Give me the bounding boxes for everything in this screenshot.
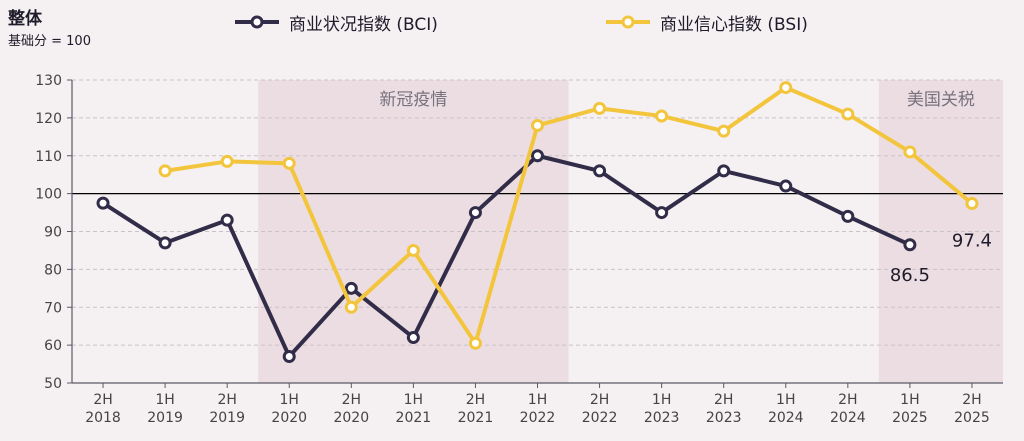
chart-title: 整体	[8, 9, 42, 29]
x-tick-label: 2018	[85, 410, 121, 426]
shaded-region-label: 美国关税	[907, 90, 975, 110]
x-tick-label: 1H	[404, 392, 423, 408]
data-point-bci	[841, 209, 855, 223]
y-tick-label: 70	[44, 300, 62, 316]
data-point-bci	[468, 206, 482, 220]
legend-label-bci: 商业状况指数 (BCI)	[289, 14, 438, 35]
legend-marker-bci	[235, 15, 279, 29]
x-tick-label: 1H	[280, 392, 299, 408]
data-point-bci	[531, 149, 544, 163]
data-point-bsi	[841, 107, 855, 121]
x-tick-label: 2024	[768, 410, 804, 426]
data-point-bci	[593, 164, 607, 178]
data-point-bsi	[531, 118, 544, 132]
y-tick-label: 120	[35, 111, 62, 127]
data-point-bsi	[593, 101, 607, 115]
x-tick-label: 2025	[954, 410, 990, 426]
x-tick-label: 1H	[776, 392, 795, 408]
data-point-bci	[96, 196, 110, 210]
data-point-bci	[282, 349, 296, 363]
data-point-bsi	[965, 196, 979, 210]
data-point-bsi	[779, 81, 793, 95]
y-tick-label: 50	[44, 376, 62, 392]
data-point-bci	[158, 236, 172, 250]
x-tick-label: 2H	[466, 392, 485, 408]
data-point-bsi	[220, 154, 234, 168]
x-tick-label: 2021	[458, 410, 494, 426]
x-tick-label: 2H	[590, 392, 609, 408]
data-point-bsi	[282, 156, 296, 170]
x-tick-label: 2019	[147, 410, 183, 426]
x-tick-label: 2H	[93, 392, 112, 408]
x-tick-label: 2024	[830, 410, 866, 426]
x-tick-label: 2019	[209, 410, 245, 426]
x-tick-label: 2021	[396, 410, 432, 426]
y-tick-label: 60	[44, 338, 62, 354]
x-tick-label: 2020	[271, 410, 307, 426]
x-tick-label: 2H	[714, 392, 733, 408]
data-point-bsi	[406, 243, 420, 257]
x-tick-label: 2H	[342, 392, 361, 408]
x-tick-label: 2023	[706, 410, 742, 426]
data-point-bci	[220, 213, 234, 227]
data-point-bsi	[468, 336, 482, 350]
legend-marker-bsi	[606, 15, 650, 29]
y-tick-label: 90	[44, 225, 62, 241]
y-tick-label: 110	[35, 149, 62, 165]
x-tick-label: 1H	[900, 392, 919, 408]
x-tick-label: 2022	[582, 410, 618, 426]
data-point-bci	[779, 179, 793, 193]
y-tick-label: 130	[35, 73, 62, 89]
x-tick-label: 2020	[333, 410, 369, 426]
legend-item-bsi: 商业信心指数 (BSI)	[604, 10, 808, 35]
data-point-bci	[717, 164, 731, 178]
data-point-bsi	[158, 164, 172, 178]
data-label-bci-end: 86.5	[890, 265, 930, 286]
data-point-bsi	[655, 109, 669, 123]
data-point-bsi	[717, 124, 731, 138]
x-tick-label: 2H	[962, 392, 981, 408]
x-tick-label: 1H	[528, 392, 547, 408]
data-point-bsi	[344, 300, 358, 314]
shaded-region-label: 新冠疫情	[379, 90, 447, 110]
y-tick-label: 80	[44, 262, 62, 278]
data-point-bci	[344, 281, 358, 295]
series-line-bsi	[164, 85, 974, 346]
y-tick-label: 100	[35, 187, 62, 203]
x-tick-label: 2022	[520, 410, 556, 426]
legend-item-bci: 商业状况指数 (BCI)	[233, 10, 438, 35]
data-label-bsi-end: 97.4	[952, 230, 992, 251]
x-tick-label: 2H	[217, 392, 236, 408]
x-tick-label: 2023	[644, 410, 680, 426]
data-point-bci	[903, 238, 917, 252]
series-line-bci	[101, 153, 911, 359]
data-point-bci	[655, 206, 669, 220]
data-point-bsi	[903, 145, 917, 159]
data-point-bci	[406, 331, 420, 345]
x-tick-label: 1H	[652, 392, 671, 408]
x-tick-label: 2H	[838, 392, 857, 408]
x-tick-label: 1H	[155, 392, 174, 408]
legend-label-bsi: 商业信心指数 (BSI)	[660, 14, 808, 35]
x-tick-label: 2025	[892, 410, 928, 426]
chart-subtitle: 基础分 = 100	[8, 34, 91, 49]
